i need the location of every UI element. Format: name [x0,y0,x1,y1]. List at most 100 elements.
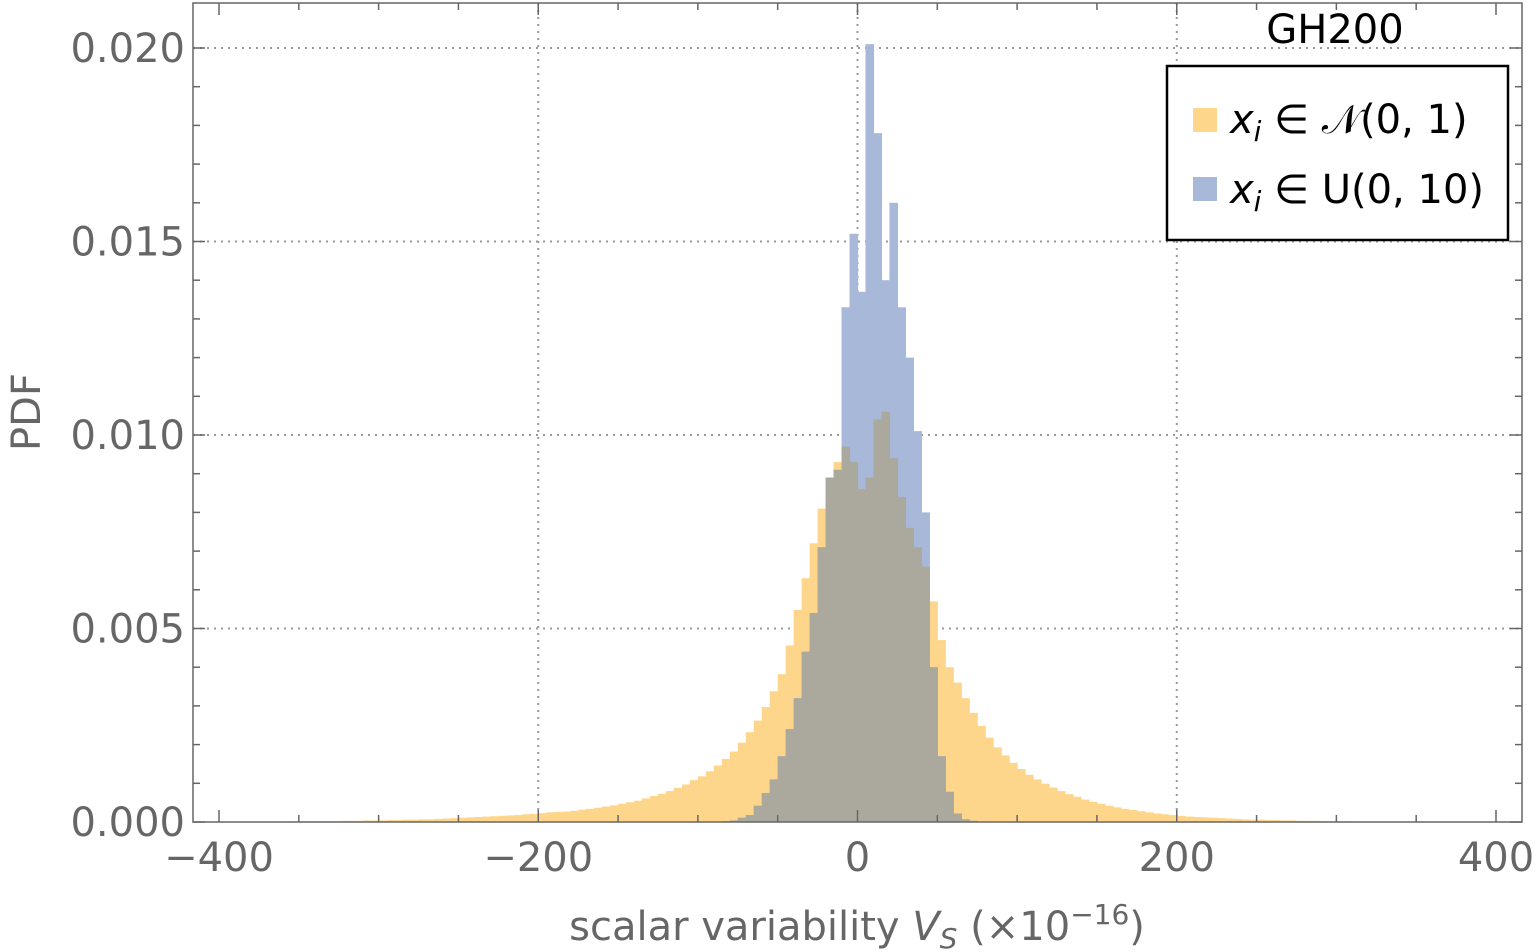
histogram-bar [1240,819,1250,822]
histogram-bar [602,806,611,822]
legend-swatch-uniform [1193,177,1217,201]
histogram-bar [490,816,499,822]
histogram-bar [1049,787,1058,822]
histogram-bar [1176,815,1186,822]
histogram-bar [721,758,731,822]
legend-label-normal: xi ∈ 𝒩(0, 1) [1228,97,1468,148]
legend-swatch-normal [1193,108,1217,132]
histogram-bar-overlap [761,792,771,822]
histogram-bar [1256,819,1266,822]
x-tick-label: −200 [483,835,593,881]
histogram-bar [1184,816,1194,822]
histogram-bar [753,720,763,822]
histogram-bar [1144,812,1154,822]
histogram-bar [378,820,388,822]
histogram-bar [713,765,723,822]
histogram-bar [474,816,483,822]
legend: xi ∈ 𝒩(0, 1) xi ∈ U(0, 10) [1165,64,1510,242]
x-tick-label: −400 [164,835,274,881]
histogram-bar [1072,796,1082,822]
histogram-bar [1160,814,1170,822]
histogram-bar [769,691,779,822]
histogram-bar [945,667,954,822]
overlap-bars [721,411,986,822]
histogram-bar [993,747,1002,822]
histogram-bar [737,742,747,822]
histogram-bar [458,817,468,822]
histogram-bar [538,813,547,822]
histogram-bar [969,712,978,822]
histogram-bar [777,674,787,822]
histogram-bar [362,820,372,822]
histogram-bar [610,805,619,822]
histogram-bar [673,787,683,822]
histogram-bar-overlap [833,469,843,822]
histogram-bar [618,803,627,822]
axis-ticks [193,3,1522,823]
histogram-bar [530,813,539,822]
histogram-bar [1152,813,1162,822]
histogram-bar [1216,818,1226,822]
histogram-bar-overlap [825,477,835,822]
x-tick-label: 400 [1458,835,1534,881]
histogram-bar [1041,783,1050,822]
y-tick-label: 0.010 [70,413,185,459]
histogram-bar-overlap [737,817,747,822]
histogram-bar [1025,774,1034,822]
histogram-bar [1192,816,1202,822]
histogram-bar-overlap [785,729,795,822]
histogram-bar-overlap [905,527,914,822]
histogram-bar [1248,819,1258,822]
histogram-bar [578,809,587,822]
histogram-bar [1224,818,1234,822]
histogram-bar [386,820,396,822]
histogram-bar [554,811,563,822]
histogram-bar [466,817,475,822]
histogram-bar [1200,817,1210,822]
histogram-bar-overlap [865,477,875,822]
histogram-bar [394,820,404,822]
y-tick-label: 0.015 [70,220,185,266]
histogram-bar [482,816,491,822]
y-tick-label: 0.020 [70,26,185,72]
histogram-bar [729,751,739,822]
histogram-bar [1168,815,1178,822]
histogram-bar [961,698,970,822]
histogram-bar [370,820,380,822]
histogram-bar [1280,820,1290,822]
histogram-bar [434,818,444,822]
histogram-bar [1112,807,1122,822]
histogram-bar [1080,799,1090,822]
histogram-bar [1120,808,1130,822]
histogram-bar [649,796,659,822]
histogram-bar [1001,755,1010,822]
histogram-bar-overlap [753,805,763,822]
histogram-bar-overlap [841,446,851,822]
histogram-bar-overlap [897,496,906,822]
x-tick-label: 0 [845,835,870,881]
histogram-bar [1208,817,1218,822]
histogram-bar-overlap [873,419,883,822]
histogram-bar [761,707,771,822]
y-tick-label: 0.005 [70,607,185,653]
histogram-bar-overlap [809,613,819,822]
histogram-bar [657,793,667,822]
histogram-bar [514,815,523,822]
histogram-bar [1096,803,1106,822]
histogram-bar [410,819,420,822]
histogram-bar [402,819,412,822]
histogram-bar [1264,820,1274,822]
histogram-bar-overlap [817,547,827,822]
histogram-bar-overlap [777,756,787,822]
plot-title: GH200 [1266,7,1403,53]
x-tick-labels: −400 −200 0 200 400 [164,835,1534,881]
histogram-bar [1033,779,1042,822]
x-tick-label: 200 [1139,835,1215,881]
histogram-bar [586,808,595,822]
legend-box [1165,64,1510,242]
histogram-bar [418,819,428,822]
histogram-bar [689,780,699,822]
histogram-bar [442,818,452,822]
histogram-bar [1088,801,1098,822]
